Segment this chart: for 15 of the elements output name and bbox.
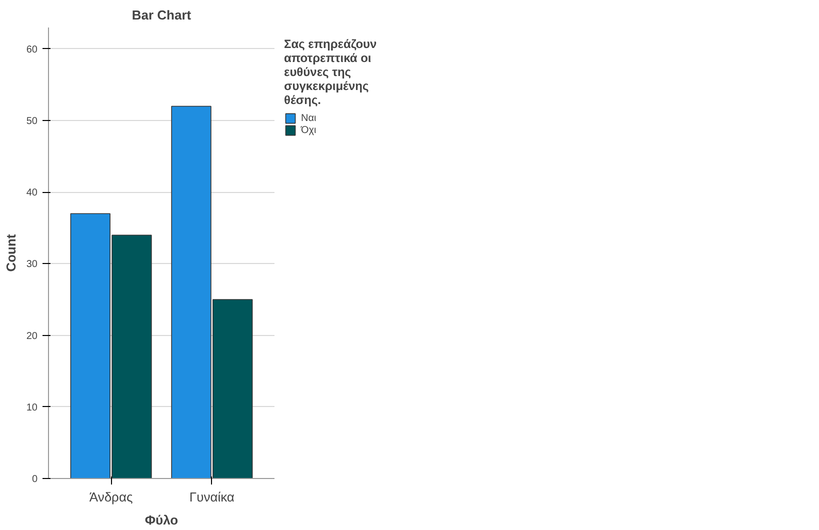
y-tick-label: 60 <box>26 44 38 56</box>
y-axis-title: Count <box>3 234 18 272</box>
y-tick-label: 50 <box>26 116 38 128</box>
x-tick-label: Άνδρας <box>89 490 133 504</box>
y-tick-label: 40 <box>26 188 38 199</box>
legend-label: Όχι <box>301 124 318 136</box>
x-tick-label: Γυναίκα <box>189 490 235 504</box>
y-tick-label: 10 <box>26 402 38 414</box>
y-tick-label: 0 <box>32 474 38 485</box>
chart-title: Bar Chart <box>132 8 192 22</box>
x-axis-title: Φύλο <box>144 512 178 528</box>
legend-label: Ναι <box>301 112 318 124</box>
legend-title: Σας επηρεάζουν αποτρεπτικά οι ευθύνες της συγκεκριμένης θέσης. <box>284 37 377 107</box>
y-tick-label: 30 <box>26 259 38 270</box>
y-tick-label: 20 <box>26 330 38 342</box>
